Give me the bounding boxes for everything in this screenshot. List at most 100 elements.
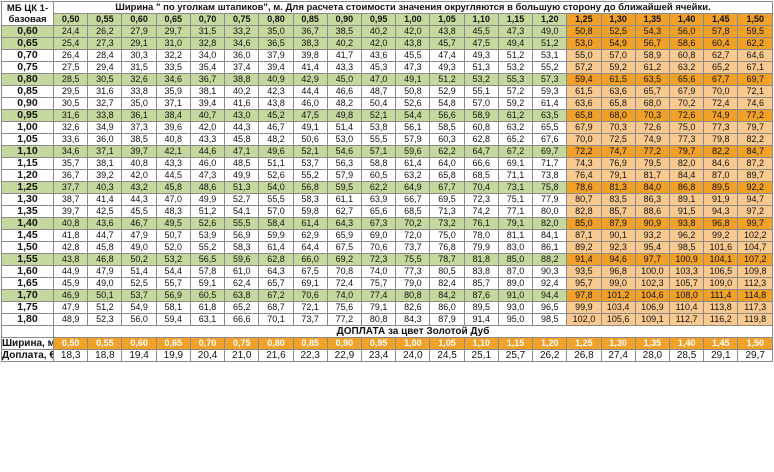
price-cell: 84,0 (634, 181, 670, 194)
price-cell: 66,6 (224, 313, 260, 326)
price-cell: 104,1 (703, 253, 739, 266)
price-cell: 55,2 (292, 169, 328, 182)
price-cell: 31,6 (53, 109, 89, 122)
price-cell: 80,0 (532, 205, 568, 218)
price-cell: 54,3 (634, 25, 670, 38)
width-header-cell: 0,50 (53, 13, 89, 26)
price-cell: 35,4 (189, 61, 226, 74)
height-header-cell: 1,75 (0, 301, 55, 314)
price-cell: 50,6 (292, 133, 328, 146)
price-cell: 62,2 (737, 37, 773, 50)
width-header-cell: 0,85 (292, 13, 328, 26)
price-cell: 77,2 (326, 313, 363, 326)
surcharge-title-row: ДОПЛАТА за цвет Золотой Дуб (0, 325, 773, 338)
price-cell: 91,9 (703, 193, 739, 206)
price-cell: 67,9 (566, 121, 602, 134)
price-cell: 77,2 (737, 109, 773, 122)
price-cell: 109,8 (737, 265, 773, 278)
price-cell: 53,0 (326, 133, 363, 146)
price-cell: 63,5 (634, 73, 670, 86)
price-cell: 37,1 (155, 97, 191, 110)
price-cell: 70,2 (668, 97, 705, 110)
price-cell: 57,9 (326, 169, 363, 182)
price-cell: 88,6 (634, 205, 670, 218)
price-cell: 53,2 (155, 253, 191, 266)
price-cell: 25,4 (53, 37, 89, 50)
price-cell: 52,5 (121, 277, 157, 290)
price-cell: 102,2 (737, 229, 773, 242)
price-cell: 33,5 (155, 61, 191, 74)
surcharge-width-cell: 0,95 (361, 337, 397, 350)
price-cell: 43,3 (155, 157, 191, 170)
price-cell: 72,1 (737, 85, 773, 98)
price-cell: 77,1 (497, 205, 534, 218)
price-cell: 55,2 (189, 241, 226, 254)
price-cell: 82,0 (668, 157, 705, 170)
price-cell: 66,7 (395, 193, 431, 206)
price-cell: 70,0 (703, 85, 739, 98)
price-cell: 117,3 (737, 301, 773, 314)
price-cell: 74,7 (600, 145, 636, 158)
price-cell: 49,3 (429, 61, 465, 74)
height-header-cell: 1,30 (0, 193, 55, 206)
height-header-cell: 1,70 (0, 289, 55, 302)
price-cell: 72,5 (600, 133, 636, 146)
price-cell: 36,7 (292, 25, 328, 38)
height-header-cell: 1,10 (0, 145, 55, 158)
width-header-cell: 1,20 (532, 13, 568, 26)
surcharge-value-cell: 24,0 (395, 349, 431, 362)
height-header-cell: 1,20 (0, 169, 55, 182)
price-cell: 63,6 (600, 85, 636, 98)
price-cell: 45,3 (361, 61, 397, 74)
price-cell: 86,0 (429, 301, 465, 314)
height-header-cell: 0,60 (0, 25, 55, 38)
surcharge-value-cell: 19,4 (121, 349, 157, 362)
price-cell: 91,0 (497, 289, 534, 302)
price-cell: 109,1 (634, 313, 670, 326)
price-cell: 57,9 (395, 133, 431, 146)
table-row: 0,60 24,4 26,2 27,9 29,7 31,5 33,2 35,0 36,7 38,5… (0, 25, 773, 38)
width-header-cell: 0,95 (361, 13, 397, 26)
price-cell: 55,5 (258, 193, 294, 206)
price-cell: 39,4 (189, 97, 226, 110)
price-cell: 36,5 (258, 37, 294, 50)
price-cell: 58,1 (155, 301, 191, 314)
height-header-cell: 0,90 (0, 97, 55, 110)
price-cell: 103,3 (668, 265, 705, 278)
price-cell: 50,4 (361, 97, 397, 110)
price-cell: 85,7 (463, 277, 499, 290)
price-cell: 65,9 (326, 229, 363, 242)
price-cell: 63,2 (668, 61, 705, 74)
price-cell: 46,7 (258, 121, 294, 134)
price-cell: 75,1 (497, 193, 534, 206)
height-header-cell: 1,15 (0, 157, 55, 170)
price-cell: 102,3 (634, 277, 670, 290)
surcharge-width-cell: 1,40 (668, 337, 705, 350)
price-cell: 30,5 (53, 97, 89, 110)
price-cell: 81,3 (600, 181, 636, 194)
price-cell: 66,0 (292, 253, 328, 266)
surcharge-width-cell: 0,55 (87, 337, 123, 350)
price-cell: 33,6 (53, 133, 89, 146)
price-cell: 51,2 (429, 73, 465, 86)
price-cell: 112,3 (737, 277, 773, 290)
price-cell: 51,2 (497, 49, 534, 62)
price-cell: 72,2 (566, 145, 602, 158)
price-cell: 105,6 (600, 313, 636, 326)
price-cell: 97,7 (634, 253, 670, 266)
price-cell: 39,6 (155, 121, 191, 134)
price-cell: 59,1 (189, 277, 226, 290)
price-cell: 26,4 (53, 49, 89, 62)
price-cell: 73,1 (497, 181, 534, 194)
surcharge-width-cell: 1,15 (497, 337, 534, 350)
price-cell: 99,9 (566, 301, 602, 314)
price-cell: 57,1 (361, 145, 397, 158)
price-cell: 80,8 (395, 289, 431, 302)
surcharge-value-cell: 22,9 (326, 349, 363, 362)
price-cell: 47,1 (224, 145, 260, 158)
price-cell: 55,1 (463, 85, 499, 98)
width-header-cell: 0,80 (258, 13, 294, 26)
price-cell: 53,1 (532, 49, 568, 62)
price-cell: 45,0 (326, 73, 363, 86)
price-cell: 101,2 (600, 289, 636, 302)
